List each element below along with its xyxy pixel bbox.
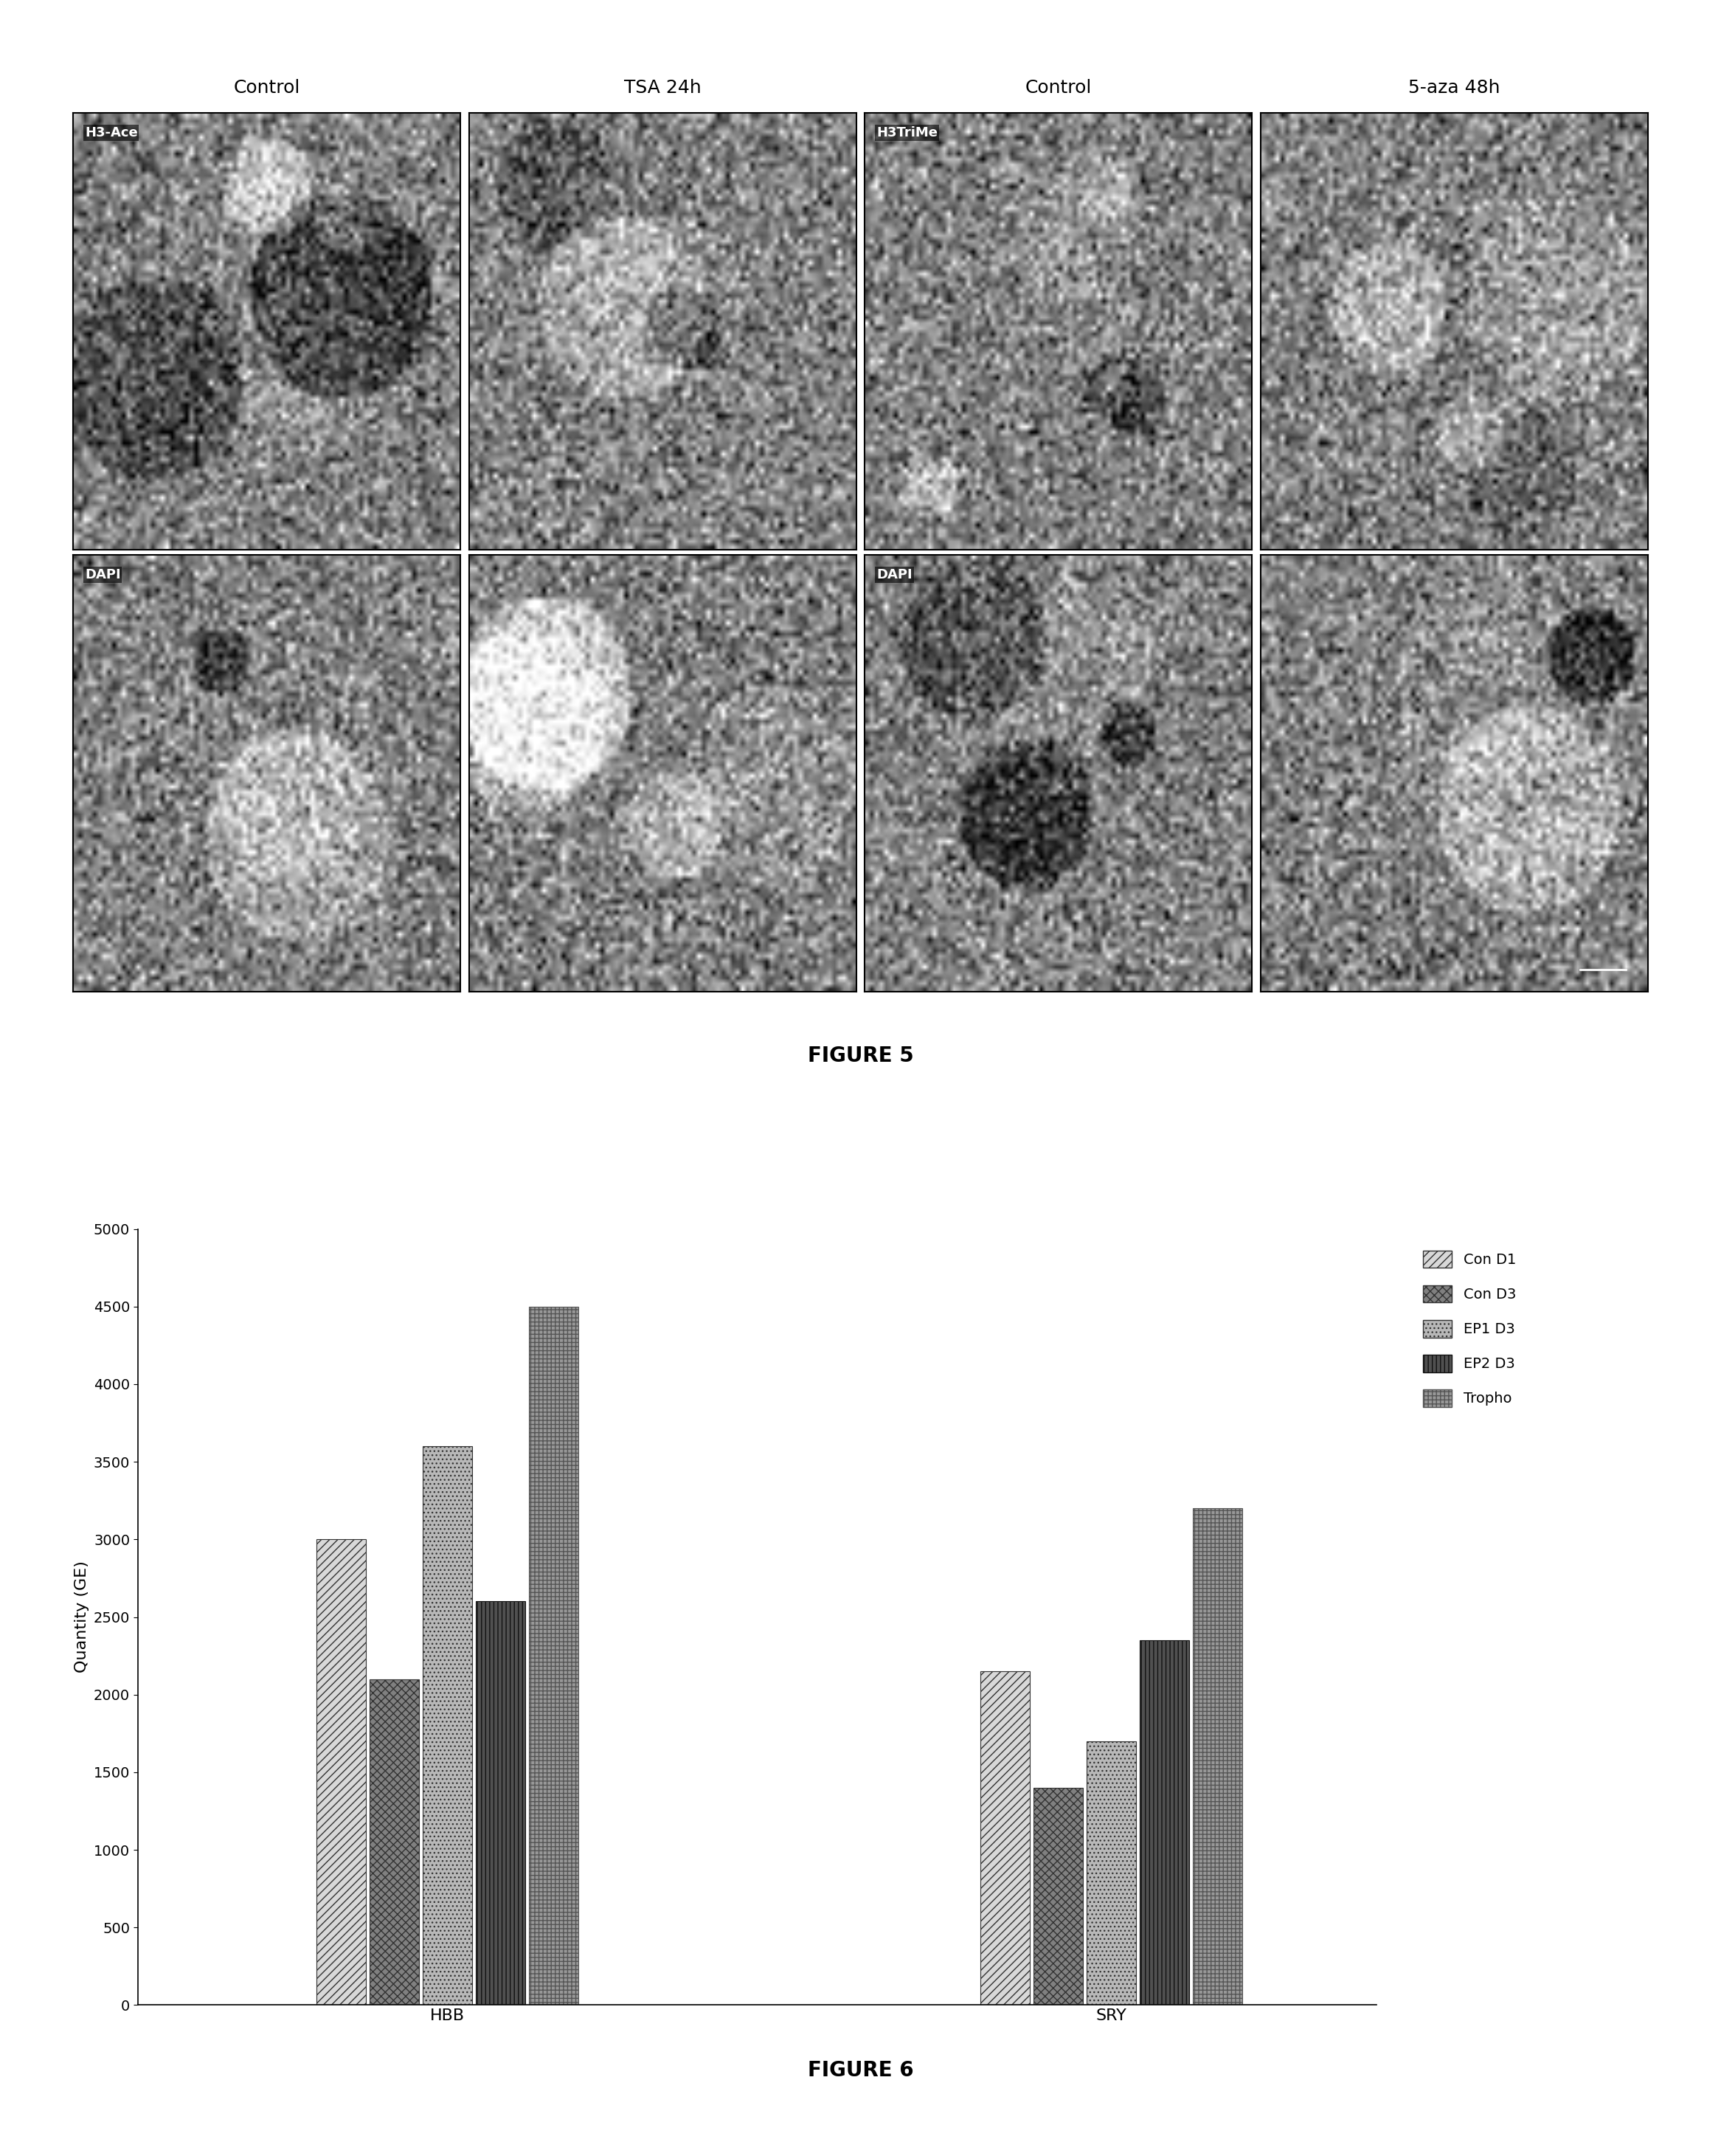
Text: FIGURE 5: FIGURE 5 xyxy=(807,1046,914,1067)
Bar xyxy=(1139,1641,1189,2005)
Bar xyxy=(423,1447,472,2005)
Text: Control: Control xyxy=(234,80,299,97)
Bar xyxy=(1193,1509,1243,2005)
Y-axis label: Quantity (GE): Quantity (GE) xyxy=(74,1561,89,1673)
Text: DAPI: DAPI xyxy=(876,569,912,582)
Text: TSA 24h: TSA 24h xyxy=(625,80,700,97)
Bar xyxy=(1034,1787,1083,2005)
Legend: Con D1, Con D3, EP1 D3, EP2 D3, Tropho: Con D1, Con D3, EP1 D3, EP2 D3, Tropho xyxy=(1409,1235,1530,1421)
Bar xyxy=(981,1671,1029,2005)
Text: DAPI: DAPI xyxy=(84,569,120,582)
Bar xyxy=(477,1602,525,2005)
Text: H3TriMe: H3TriMe xyxy=(876,127,938,140)
Text: FIGURE 6: FIGURE 6 xyxy=(807,2059,914,2081)
Bar xyxy=(530,1307,578,2005)
Bar xyxy=(317,1539,365,2005)
Bar xyxy=(370,1680,418,2005)
Text: H3-Ace: H3-Ace xyxy=(84,127,138,140)
Text: 5-aza 48h: 5-aza 48h xyxy=(1408,80,1501,97)
Text: Control: Control xyxy=(1026,80,1091,97)
Bar xyxy=(1088,1742,1136,2005)
